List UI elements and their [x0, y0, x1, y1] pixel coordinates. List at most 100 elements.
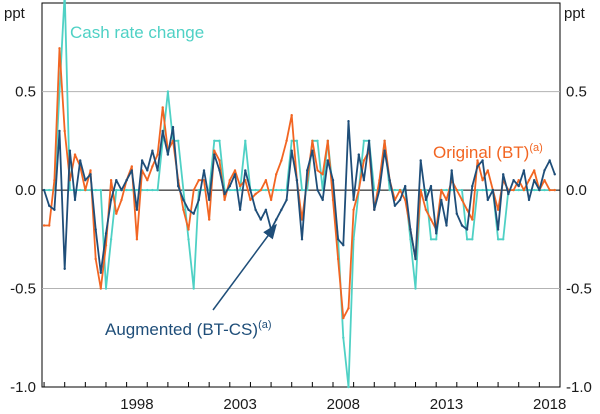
point-original-21	[151, 165, 154, 168]
point-augmented-2	[53, 208, 56, 211]
point-augmented-25	[171, 125, 175, 129]
point-augmented-52	[311, 149, 314, 152]
point-original-78	[445, 198, 448, 202]
point-original-99	[553, 188, 556, 192]
point-augmented-55	[326, 159, 329, 162]
point-augmented-50	[300, 238, 304, 241]
point-cash_rate-81	[460, 188, 464, 192]
point-original-73	[419, 188, 422, 192]
point-original-74	[424, 208, 428, 211]
point-augmented-9	[89, 173, 92, 176]
point-original-22	[156, 153, 159, 156]
point-augmented-77	[440, 198, 443, 202]
point-original-83	[471, 218, 474, 221]
point-original-77	[440, 188, 443, 192]
point-augmented-6	[73, 198, 77, 202]
point-original-13	[109, 179, 113, 182]
point-original-47	[285, 139, 288, 142]
point-augmented-88	[496, 228, 500, 231]
point-augmented-21	[151, 149, 154, 152]
point-cash_rate-89	[502, 238, 505, 241]
point-augmented-27	[182, 198, 185, 202]
point-cash_rate-27	[182, 188, 185, 192]
point-augmented-71	[409, 228, 412, 231]
point-original-95	[533, 169, 536, 172]
point-cash_rate-24	[166, 90, 170, 93]
point-augmented-46	[280, 208, 283, 211]
point-original-4	[63, 129, 66, 133]
point-original-18	[135, 238, 139, 241]
point-augmented-36	[228, 184, 231, 188]
point-augmented-74	[424, 198, 428, 202]
point-original-69	[398, 188, 402, 192]
point-original-92	[517, 179, 520, 182]
point-augmented-34	[218, 169, 221, 172]
x-tick-label-1998: 1998	[120, 396, 153, 413]
series-cash_rate	[44, 0, 555, 388]
y-tick-left-2: -0.5	[10, 281, 36, 298]
point-original-34	[218, 159, 221, 162]
point-cash_rate-16	[125, 188, 128, 192]
point-original-88	[496, 208, 500, 211]
series-augmented	[43, 120, 556, 274]
point-cash_rate-13	[109, 238, 113, 241]
point-cash_rate-26	[177, 139, 180, 142]
point-cash_rate-18	[135, 188, 139, 192]
y-tick-right-1: 0.0	[566, 182, 587, 199]
y-tick-left-3: -1.0	[10, 379, 36, 396]
point-cash_rate-36	[228, 188, 231, 192]
point-original-93	[522, 188, 526, 192]
point-augmented-69	[398, 198, 402, 202]
point-augmented-40	[249, 188, 252, 192]
point-cash_rate-49	[295, 139, 299, 142]
point-augmented-59	[347, 120, 350, 123]
point-original-52	[311, 139, 314, 142]
point-cash_rate-75	[429, 238, 433, 241]
point-augmented-29	[192, 212, 195, 215]
point-augmented-18	[135, 208, 139, 211]
point-original-46	[280, 159, 283, 162]
point-cash_rate-45	[275, 188, 278, 192]
point-augmented-45	[275, 218, 278, 221]
point-original-84	[476, 159, 479, 162]
point-augmented-83	[471, 184, 474, 188]
point-original-42	[259, 188, 262, 192]
point-augmented-39	[244, 169, 247, 172]
x-tick-label-2003: 2003	[223, 396, 256, 413]
point-augmented-31	[202, 169, 206, 172]
point-original-59	[347, 307, 350, 310]
point-original-62	[362, 159, 366, 162]
point-augmented-33	[213, 153, 216, 156]
y-tick-right-0: 0.5	[566, 84, 587, 101]
point-original-23	[161, 106, 164, 109]
point-cash_rate-43	[264, 188, 268, 192]
point-augmented-63	[367, 139, 371, 142]
point-augmented-5	[68, 149, 72, 152]
augmented-arrow	[212, 223, 277, 311]
point-augmented-80	[455, 212, 458, 215]
point-cash_rate-22	[156, 188, 159, 192]
point-original-2	[53, 179, 56, 182]
point-original-8	[84, 188, 87, 192]
point-original-58	[342, 316, 345, 320]
point-original-1	[48, 224, 51, 227]
point-augmented-32	[208, 198, 211, 202]
point-original-33	[213, 149, 216, 152]
point-augmented-92	[517, 184, 520, 188]
point-cash_rate-53	[316, 139, 319, 142]
point-cash_rate-34	[218, 139, 221, 142]
point-augmented-54	[321, 198, 324, 202]
point-augmented-64	[373, 208, 376, 211]
point-cash_rate-72	[414, 287, 417, 290]
point-original-9	[89, 169, 92, 172]
point-original-97	[543, 179, 546, 182]
point-augmented-13	[109, 198, 113, 202]
point-augmented-73	[419, 159, 422, 162]
point-cash_rate-30	[197, 188, 200, 192]
point-augmented-78	[445, 224, 448, 227]
point-augmented-51	[306, 169, 309, 172]
augmented-label: Augmented (BT-CS)(a)	[105, 319, 272, 339]
point-original-31	[202, 179, 206, 182]
point-cash_rate-11	[99, 188, 103, 192]
